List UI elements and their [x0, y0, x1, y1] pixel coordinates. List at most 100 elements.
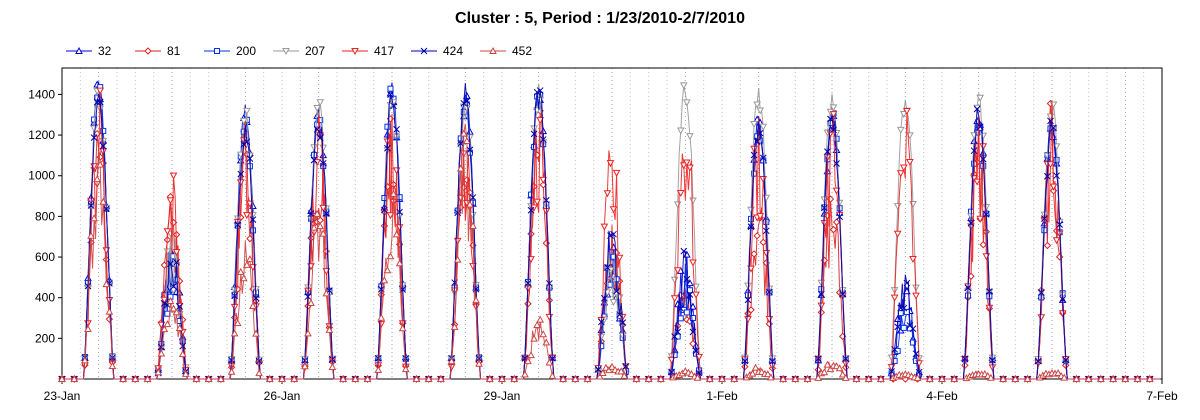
marker-207 [243, 107, 251, 115]
marker-452 [81, 356, 89, 364]
marker-452 [466, 200, 474, 208]
marker-424 [402, 355, 410, 362]
marker-424 [313, 126, 321, 133]
marker-417 [533, 198, 541, 206]
marker-424 [888, 368, 895, 375]
marker-424 [989, 356, 996, 364]
marker-452 [730, 374, 739, 382]
marker-452 [767, 373, 775, 381]
marker-424 [390, 102, 397, 110]
marker-417 [679, 162, 688, 170]
marker-452 [58, 374, 66, 382]
marker-417 [756, 213, 765, 221]
marker-424 [1053, 172, 1060, 180]
marker-452 [1060, 373, 1069, 381]
marker-424 [741, 357, 749, 365]
x-tick-label: 1-Feb [706, 389, 738, 403]
marker-81 [747, 306, 755, 314]
marker-417 [243, 212, 251, 220]
marker-452 [1145, 374, 1154, 382]
y-tick-label: 600 [35, 250, 55, 264]
marker-452 [521, 370, 529, 378]
marker-452 [1133, 374, 1142, 382]
marker-417 [683, 159, 691, 167]
marker-424 [814, 355, 822, 363]
marker-452 [70, 374, 79, 382]
marker-424 [894, 323, 902, 331]
marker-200 [894, 347, 901, 354]
marker-424 [836, 213, 843, 221]
marker-452 [87, 231, 95, 239]
marker-452 [687, 369, 696, 377]
marker-452 [542, 338, 551, 346]
marker-452 [608, 362, 616, 370]
marker-424 [759, 154, 767, 162]
marker-452 [255, 369, 263, 377]
marker-417 [609, 206, 618, 214]
marker-452 [313, 209, 321, 217]
marker-424 [173, 259, 180, 266]
marker-452 [230, 329, 239, 337]
marker-452 [412, 374, 421, 382]
marker-81 [1043, 241, 1052, 250]
marker-452 [459, 129, 468, 137]
marker-424 [964, 284, 972, 292]
marker-452 [864, 374, 873, 382]
marker-452 [265, 374, 274, 382]
marker-452 [617, 367, 626, 375]
marker-417 [673, 267, 682, 275]
marker-452 [157, 349, 166, 357]
marker-424 [912, 350, 920, 358]
legend-label-81: 81 [167, 44, 181, 58]
marker-452 [377, 313, 386, 321]
marker-424 [96, 98, 104, 106]
marker-424 [252, 294, 260, 302]
marker-207 [609, 298, 618, 307]
marker-207 [689, 197, 697, 205]
marker-417 [759, 175, 768, 184]
marker-424 [827, 115, 834, 123]
marker-207 [896, 126, 905, 134]
marker-424 [231, 292, 238, 300]
marker-207 [750, 121, 758, 129]
marker-424 [671, 333, 678, 340]
marker-452 [632, 374, 641, 382]
marker-424 [524, 279, 532, 287]
marker-452 [181, 369, 190, 377]
marker-452 [154, 368, 163, 376]
marker-424 [750, 151, 758, 159]
marker-452 [307, 298, 315, 307]
marker-452 [595, 372, 604, 380]
marker-207 [163, 248, 172, 256]
marker-424 [307, 210, 315, 217]
marker-32 [75, 46, 83, 54]
marker-424 [692, 347, 700, 355]
marker-424 [255, 357, 263, 365]
marker-424 [539, 136, 547, 143]
marker-452 [192, 374, 201, 382]
marker-452 [243, 260, 251, 268]
marker-452 [498, 374, 506, 382]
marker-417 [539, 176, 548, 184]
marker-452 [1054, 368, 1062, 377]
chart-title: Cluster : 5, Period : 1/23/2010-2/7/2010 [455, 10, 745, 27]
marker-452 [820, 368, 829, 376]
marker-452 [395, 259, 404, 267]
marker-452 [852, 374, 861, 382]
marker-452 [823, 360, 832, 368]
marker-81 [814, 366, 822, 374]
marker-424 [457, 140, 465, 147]
marker-452 [99, 197, 108, 205]
marker-424 [393, 126, 400, 133]
marker-424 [769, 357, 776, 365]
marker-452 [447, 357, 456, 365]
marker-452 [119, 374, 127, 382]
marker-424 [891, 345, 898, 353]
marker-207 [899, 111, 908, 119]
marker-424 [246, 155, 254, 162]
marker-200 [317, 117, 324, 124]
marker-417 [395, 224, 404, 232]
marker-452 [93, 175, 101, 183]
marker-452 [290, 374, 299, 382]
